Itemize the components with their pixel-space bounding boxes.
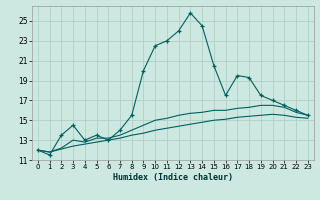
X-axis label: Humidex (Indice chaleur): Humidex (Indice chaleur) xyxy=(113,173,233,182)
